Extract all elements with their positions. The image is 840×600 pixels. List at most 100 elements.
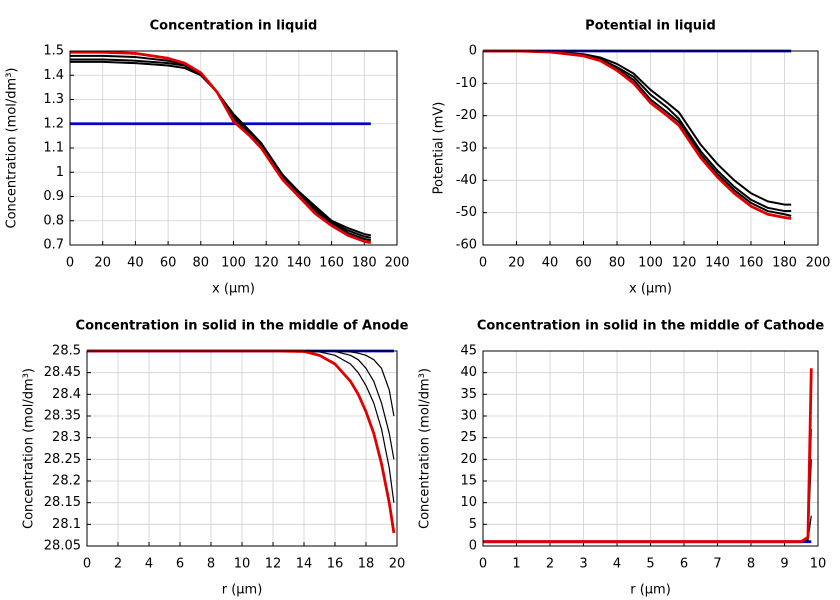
chart-title: Concentration in solid in the middle of …	[477, 319, 825, 334]
x-tick-label: 0	[66, 256, 74, 271]
x-tick-label: 10	[234, 557, 251, 572]
y-tick-label: 0	[469, 539, 477, 554]
data-line	[483, 515, 812, 543]
y-tick-label: 28.05	[44, 539, 81, 554]
x-axis-label: x (µm)	[629, 282, 672, 297]
x-tick-label: 140	[705, 256, 730, 271]
y-tick-label: -40	[456, 173, 477, 188]
x-tick-label: 9	[780, 557, 788, 572]
x-tick-label: 140	[286, 256, 311, 271]
data-line	[70, 50, 372, 244]
data-line	[483, 428, 812, 543]
x-tick-label: 200	[806, 256, 831, 271]
y-tick-label: -10	[456, 76, 477, 91]
x-tick-label: 0	[83, 557, 91, 572]
y-axis-label: Concentration (mol/dm³)	[22, 368, 37, 529]
x-tick-label: 1	[512, 557, 520, 572]
x-tick-label: 4	[613, 557, 621, 572]
x-tick-label: 80	[609, 256, 626, 271]
data-line	[483, 459, 812, 543]
x-tick-label: 100	[638, 256, 663, 271]
x-tick-label: 10	[810, 557, 827, 572]
data-line	[87, 350, 395, 503]
data-line	[483, 50, 792, 206]
plot-frame	[482, 50, 819, 246]
y-tick-label: -30	[456, 141, 477, 156]
x-tick-label: 16	[327, 557, 344, 572]
y-tick-label: 28.25	[44, 452, 81, 467]
x-tick-label: 40	[542, 256, 559, 271]
y-tick-label: 28.35	[44, 409, 81, 424]
plot-frame	[69, 50, 398, 246]
y-tick-label: 5	[469, 517, 477, 532]
x-tick-label: 18	[358, 557, 375, 572]
x-tick-label: 60	[575, 256, 592, 271]
y-tick-label: 1.2	[43, 116, 64, 131]
y-tick-label: 1.3	[43, 92, 64, 107]
x-tick-label: 2	[546, 557, 554, 572]
x-tick-label: 100	[221, 256, 246, 271]
chart-title: Potential in liquid	[585, 19, 716, 34]
y-tick-label: 30	[460, 409, 477, 424]
x-tick-label: 14	[296, 557, 313, 572]
x-axis-label: r (µm)	[222, 583, 263, 598]
y-tick-label: 1.4	[43, 68, 64, 83]
x-tick-label: 6	[680, 557, 688, 572]
x-tick-label: 7	[713, 557, 721, 572]
x-tick-label: 20	[389, 557, 406, 572]
x-tick-label: 6	[176, 557, 184, 572]
data-line	[87, 350, 395, 460]
y-tick-label: 25	[460, 430, 477, 445]
y-axis-label: Concentration (mol/dm³)	[5, 68, 20, 229]
x-tick-label: 8	[747, 557, 755, 572]
data-line	[483, 368, 813, 544]
x-tick-label: 4	[145, 557, 153, 572]
x-axis-label: r (µm)	[630, 583, 671, 598]
y-tick-label: 28.4	[52, 387, 81, 402]
y-tick-label: 45	[460, 344, 477, 359]
x-tick-label: 20	[94, 256, 111, 271]
y-tick-label: 40	[460, 365, 477, 380]
y-tick-label: 28.2	[52, 474, 81, 489]
x-tick-label: 80	[193, 256, 210, 271]
x-tick-label: 40	[127, 256, 144, 271]
x-tick-label: 160	[319, 256, 344, 271]
x-tick-label: 5	[646, 557, 654, 572]
x-tick-label: 8	[207, 557, 215, 572]
x-tick-label: 120	[672, 256, 697, 271]
y-tick-label: -20	[456, 108, 477, 123]
data-line	[483, 50, 792, 213]
data-line	[70, 58, 372, 239]
y-axis-label: Concentration (mol/dm³)	[418, 368, 433, 529]
x-tick-label: 0	[479, 557, 487, 572]
data-line	[70, 60, 372, 237]
y-tick-label: 28.5	[52, 344, 81, 359]
x-tick-label: 60	[160, 256, 177, 271]
x-tick-label: 180	[352, 256, 377, 271]
y-tick-label: 28.45	[44, 365, 81, 380]
y-tick-label: 0	[469, 44, 477, 59]
plot-frame	[482, 350, 819, 547]
y-tick-label: -50	[456, 205, 477, 220]
y-tick-label: 28.15	[44, 495, 81, 510]
x-tick-label: 120	[254, 256, 279, 271]
chart-title: Concentration in solid in the middle of …	[76, 319, 409, 334]
y-tick-label: 20	[460, 452, 477, 467]
x-tick-label: 3	[579, 557, 587, 572]
y-tick-label: 15	[460, 474, 477, 489]
x-tick-label: 20	[508, 256, 525, 271]
data-line	[70, 54, 372, 242]
x-tick-label: 160	[739, 256, 764, 271]
x-tick-label: 0	[479, 256, 487, 271]
y-tick-label: 1	[56, 165, 64, 180]
plot-frame	[86, 350, 398, 547]
x-tick-label: 2	[114, 557, 122, 572]
y-tick-label: 1.5	[43, 44, 64, 59]
data-line	[87, 349, 396, 534]
y-tick-label: 1.1	[43, 141, 64, 156]
x-tick-label: 200	[385, 256, 410, 271]
y-tick-label: 0.8	[43, 213, 64, 228]
y-tick-label: 10	[460, 495, 477, 510]
data-line	[87, 350, 395, 417]
